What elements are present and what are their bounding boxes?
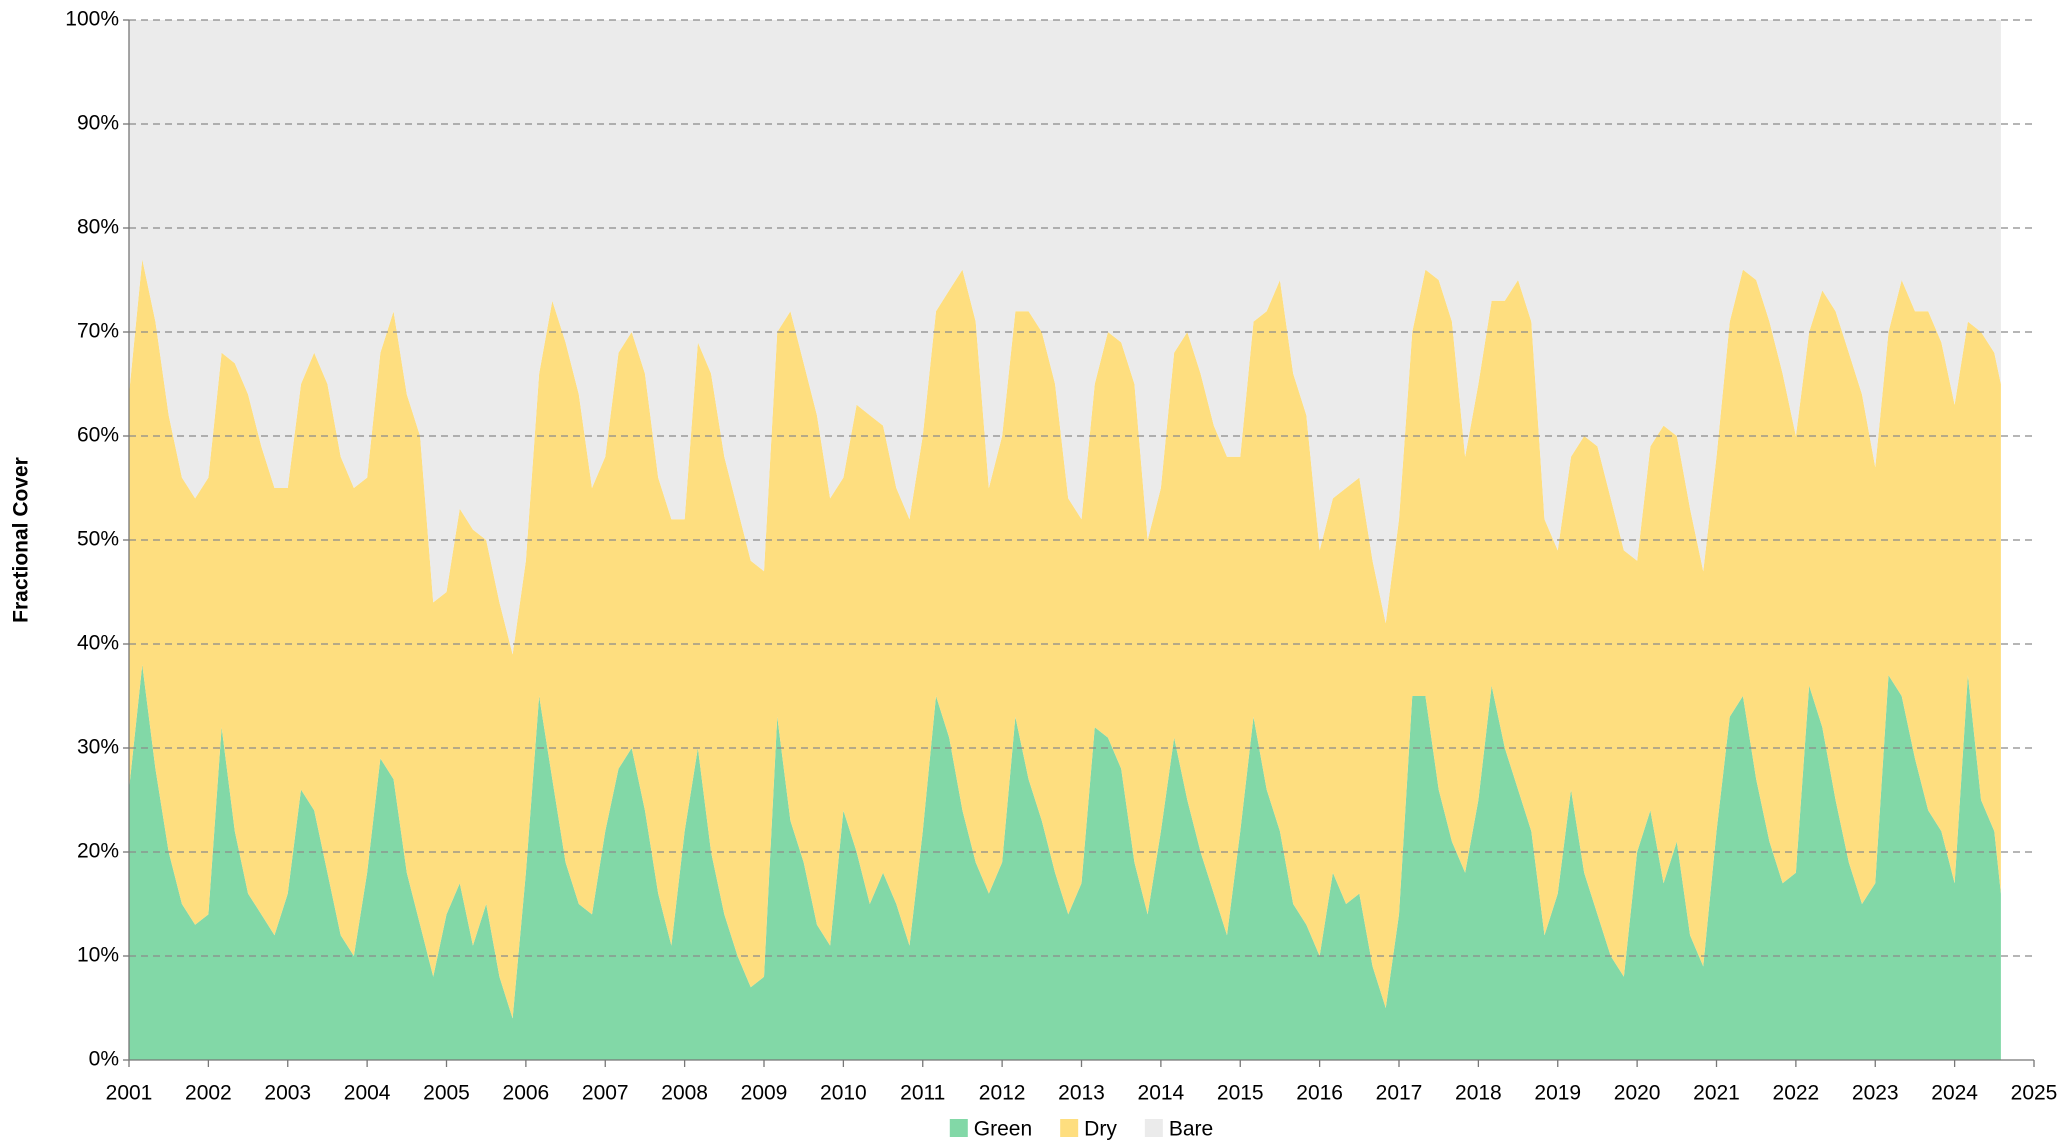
x-tick-label: 2001	[106, 1082, 153, 1105]
x-tick-label: 2023	[1852, 1082, 1899, 1105]
x-tick-label: 2011	[900, 1082, 945, 1105]
x-tick-label: 2007	[582, 1082, 629, 1105]
x-tick-label: 2016	[1296, 1082, 1343, 1105]
x-tick-label: 2014	[1138, 1082, 1185, 1105]
x-tick-label: 2022	[1773, 1082, 1820, 1105]
x-tick-label: 2012	[979, 1082, 1026, 1105]
y-axis-title: Fractional Cover	[10, 457, 33, 623]
x-tick-label: 2024	[1931, 1082, 1978, 1105]
x-tick-label: 2018	[1455, 1082, 1502, 1105]
x-tick-label: 2002	[185, 1082, 232, 1105]
y-tick-label: 50%	[77, 528, 119, 551]
legend-label: Dry	[1084, 1118, 1117, 1141]
legend-swatch	[1060, 1119, 1079, 1137]
y-tick-label: 0%	[89, 1048, 119, 1071]
x-tick-label: 2005	[423, 1082, 470, 1105]
y-tick-label: 100%	[65, 8, 119, 31]
x-tick-label: 2008	[661, 1082, 708, 1105]
legend-swatch	[949, 1119, 968, 1137]
y-tick-label: 10%	[77, 944, 119, 967]
x-tick-label: 2006	[503, 1082, 550, 1105]
y-tick-label: 40%	[77, 632, 119, 655]
y-tick-label: 60%	[77, 424, 119, 447]
x-tick-label: 2025	[2011, 1082, 2058, 1105]
area	[129, 20, 2001, 655]
x-tick-label: 2021	[1693, 1082, 1740, 1105]
x-tick-label: 2004	[344, 1082, 391, 1105]
x-tick-label: 2010	[820, 1082, 867, 1105]
y-tick-label: 20%	[77, 840, 119, 863]
y-tick-label: 80%	[77, 216, 119, 239]
legend-swatch	[1144, 1119, 1163, 1137]
area	[129, 664, 2001, 1060]
y-tick-label: 90%	[77, 112, 119, 135]
x-tick-label: 2017	[1376, 1082, 1423, 1105]
x-tick-label: 2003	[264, 1082, 311, 1105]
x-tick-label: 2020	[1614, 1082, 1661, 1105]
legend: Green Dry Bare	[949, 1118, 1213, 1141]
legend-label: Green	[974, 1118, 1032, 1141]
x-tick-label: 2009	[741, 1082, 788, 1105]
y-tick-label: 70%	[77, 320, 119, 343]
legend-label: Bare	[1169, 1118, 1213, 1141]
y-tick-label: 30%	[77, 736, 119, 759]
x-tick-label: 2019	[1534, 1082, 1581, 1105]
x-tick-label: 2015	[1217, 1082, 1264, 1105]
area	[129, 259, 2001, 1019]
x-tick-label: 2013	[1058, 1082, 1105, 1105]
